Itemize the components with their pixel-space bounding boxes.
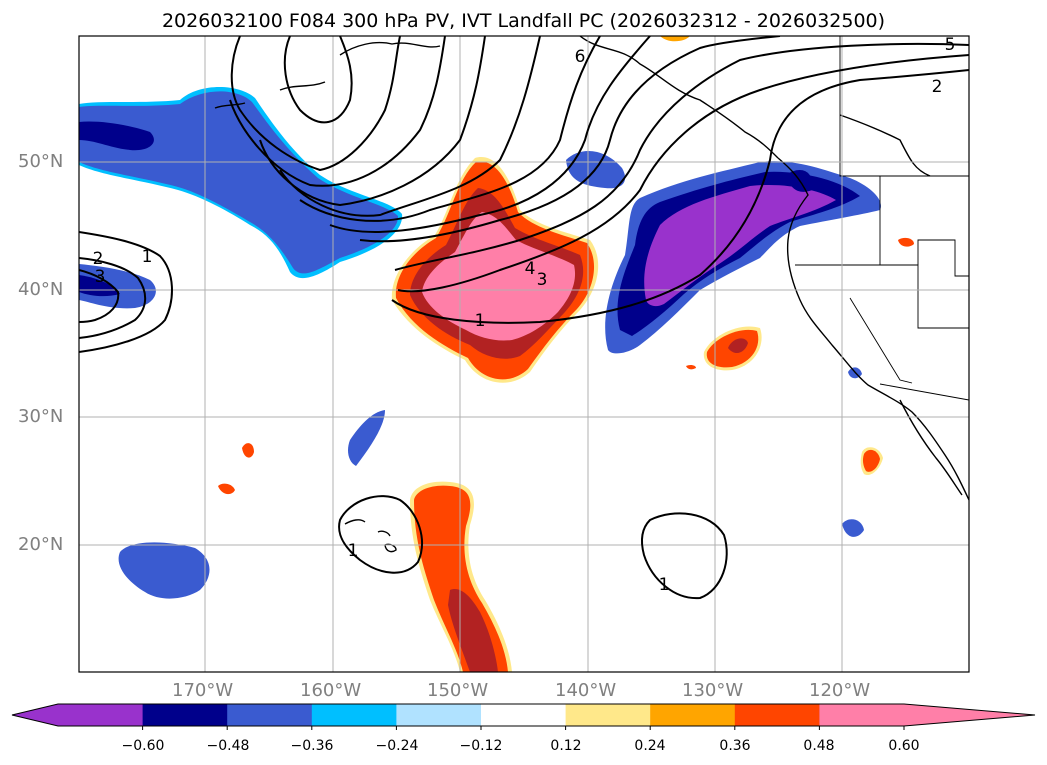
neg-pv-west-edge-core — [79, 275, 120, 297]
colorbar-tick-label: 0.24 — [634, 738, 666, 754]
pos-pv-patch-ne-core — [728, 338, 748, 354]
pos-pv-patch-tiny — [686, 364, 696, 370]
lon-label-150w: 150°W — [427, 680, 489, 701]
contour-label: 2 — [93, 249, 104, 269]
colorbar-tick-label: 0.12 — [550, 738, 582, 754]
lat-label-50n: 50°N — [18, 151, 64, 172]
colorbar-tick-label: −0.12 — [459, 738, 503, 754]
contour-label: 1 — [142, 247, 153, 267]
colorbar-bin — [650, 704, 736, 726]
neg-pv-north-pacific-core — [79, 121, 154, 151]
colorbar-tick-label: −0.48 — [206, 738, 250, 754]
colorbar-tick-label: 0.60 — [888, 738, 920, 754]
lon-label-170w: 170°W — [172, 680, 234, 701]
contour-label: 1 — [475, 311, 486, 331]
colorbar-bin — [819, 704, 904, 726]
ivt-contours — [79, 36, 969, 600]
coastline — [214, 36, 969, 553]
pos-pv-patch-alaska — [660, 36, 690, 42]
lon-label-130w: 130°W — [682, 680, 744, 701]
colorbar-bin — [565, 704, 651, 726]
colorbar — [11, 703, 1036, 730]
lat-label-20n: 20°N — [18, 534, 64, 555]
colorbar-outline — [11, 703, 1036, 727]
colorbar-tick-label: −0.60 — [121, 738, 165, 754]
colorbar-tick-label: 0.48 — [803, 738, 835, 754]
pos-pv-patch-ca — [898, 237, 914, 247]
contour-label: 4 — [525, 259, 536, 279]
colorbar-tick-label: −0.24 — [375, 738, 419, 754]
neg-pv-north-pacific-mid — [79, 91, 399, 274]
neg-pv-subtropic-patch-1 — [348, 410, 385, 466]
neg-pv-west-edge — [79, 264, 156, 309]
borders — [795, 36, 969, 401]
colorbar-tick-label: −0.36 — [290, 738, 334, 754]
neg-pv-hawaii-west — [118, 542, 210, 599]
neg-pv-baja-patch — [842, 519, 864, 537]
lon-label-120w: 120°W — [809, 680, 871, 701]
contour-labels: 6 5 2 4 3 1 2 3 1 1 1 — [93, 35, 956, 595]
graticule — [79, 36, 969, 672]
contour-label: 2 — [932, 77, 943, 97]
colorbar-bin — [227, 704, 313, 726]
pos-pv-patch-w2 — [218, 483, 235, 495]
pos-pv-patch-w1 — [242, 443, 254, 458]
lon-label-160w: 160°W — [300, 680, 362, 701]
colorbar-extend-low — [12, 704, 58, 726]
lat-label-30n: 30°N — [18, 406, 64, 427]
contour-label: 3 — [537, 270, 548, 290]
pos-pv-patch-baja-inner — [862, 449, 880, 472]
colorbar-tick-label: 0.36 — [719, 738, 751, 754]
neg-pv-pacific-northwest-core — [644, 184, 836, 307]
colorbar-bin — [396, 704, 482, 726]
contour-label: 1 — [348, 541, 359, 561]
colorbar-bin — [311, 704, 397, 726]
colorbar-bin — [142, 704, 228, 726]
contour-label: 3 — [95, 267, 106, 287]
lat-label-40n: 40°N — [18, 279, 64, 300]
contour-label: 1 — [659, 575, 670, 595]
map-frame — [78, 35, 970, 673]
map-title: 2026032100 F084 300 hPa PV, IVT Landfall… — [161, 10, 886, 32]
lon-label-140w: 140°W — [555, 680, 617, 701]
colorbar-extend-high — [904, 704, 1035, 726]
contour-label: 6 — [575, 47, 586, 67]
colorbar-bin — [734, 704, 820, 726]
contour-label: 5 — [945, 35, 956, 55]
colorbar-bin — [481, 704, 567, 726]
colorbar-bin — [58, 704, 144, 726]
